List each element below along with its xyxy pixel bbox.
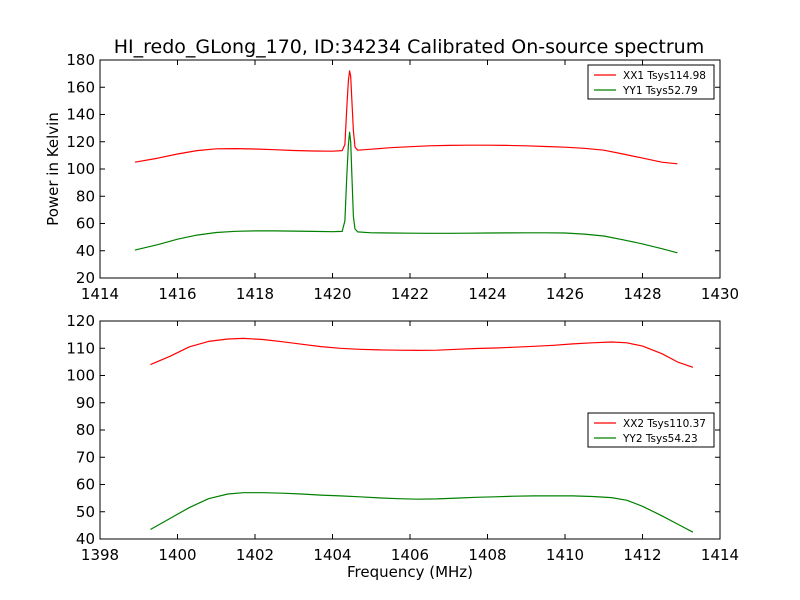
x-tick-label: 1422 — [391, 285, 429, 303]
y-tick-label: 80 — [76, 421, 95, 439]
x-tick-label: 1426 — [546, 285, 584, 303]
series-line-yy — [150, 492, 694, 533]
y-tick-label: 100 — [66, 160, 95, 178]
chart-1: 1414 1416 1418 1420 1422 1424 1426 1428 1430 20 40… — [44, 51, 739, 303]
y-tick-label: 120 — [66, 312, 95, 330]
y-tick-label: 120 — [66, 133, 95, 151]
x-tick-label: 1430 — [701, 285, 739, 303]
legend-label: YY2 Tsys54.23 — [622, 433, 698, 445]
series-line-yy — [134, 131, 678, 254]
y-tick-label: 40 — [76, 242, 95, 260]
x-tick-label: 1428 — [623, 285, 661, 303]
x-tick-label: 1406 — [391, 546, 429, 564]
x-tick-label: 1404 — [313, 546, 351, 564]
y-tick-label: 90 — [76, 394, 95, 412]
legend-box — [587, 64, 715, 100]
series-line-xx — [134, 70, 678, 165]
plots-group: 1414 1416 1418 1420 1422 1424 1426 1428 1430 20 40… — [44, 51, 739, 581]
legend-label: XX2 Tsys110.37 — [623, 418, 706, 430]
y-tick-label: 40 — [76, 530, 95, 548]
y-tick-label: 80 — [76, 187, 95, 205]
y-tick-label: 140 — [66, 106, 95, 124]
y-tick-label: 60 — [76, 215, 95, 233]
y-tick-label: 110 — [66, 339, 95, 357]
y-tick-label: 100 — [66, 367, 95, 385]
x-axis-label: Frequency (MHz) — [347, 563, 473, 581]
x-tick-label: 1414 — [81, 285, 119, 303]
figure-title: HI_redo_GLong_170, ID:34234 Calibrated O… — [114, 36, 704, 58]
x-tick-label: 1408 — [468, 546, 506, 564]
x-tick-label: 1402 — [236, 546, 274, 564]
x-tick-label: 1410 — [546, 546, 584, 564]
y-axis-label: Power in Kelvin — [44, 112, 62, 226]
y-tick-label: 160 — [66, 78, 95, 96]
chart-2: 1398 1400 1402 1404 1406 1408 1410 1412 1414 40 50… — [66, 312, 739, 581]
legend-label: YY1 Tsys52.79 — [622, 85, 698, 97]
x-tick-label: 1400 — [158, 546, 196, 564]
x-tick-label: 1398 — [81, 546, 119, 564]
x-tick-label: 1414 — [701, 546, 739, 564]
legend-label: XX1 Tsys114.98 — [623, 70, 706, 82]
y-tick-label: 20 — [76, 269, 95, 287]
x-tick-label: 1418 — [236, 285, 274, 303]
x-tick-label: 1416 — [158, 285, 196, 303]
x-tick-label: 1424 — [468, 285, 506, 303]
y-tick-label: 60 — [76, 476, 95, 494]
y-tick-label: 180 — [66, 51, 95, 69]
legend-box — [587, 412, 715, 448]
series-line-xx — [150, 337, 694, 368]
x-tick-label: 1420 — [313, 285, 351, 303]
y-tick-label: 70 — [76, 448, 95, 466]
x-tick-label: 1412 — [623, 546, 661, 564]
y-tick-label: 50 — [76, 503, 95, 521]
